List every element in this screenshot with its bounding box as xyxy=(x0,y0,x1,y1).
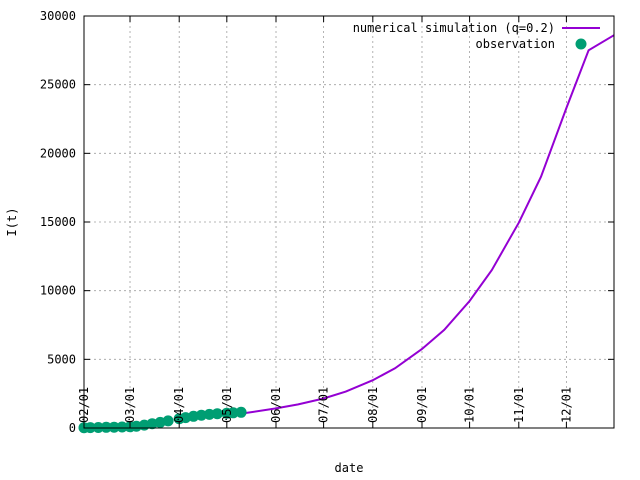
legend-label: observation xyxy=(476,37,555,51)
legend-label: numerical simulation (q=0.2) xyxy=(353,21,555,35)
observation-point xyxy=(108,421,120,433)
x-tick-label: 06/01 xyxy=(269,387,283,423)
observation-point xyxy=(116,421,128,433)
y-tick-label: 0 xyxy=(69,421,76,435)
x-tick-label: 11/01 xyxy=(512,387,526,423)
observation-point xyxy=(211,408,223,420)
observation-point xyxy=(100,421,112,433)
observation-point xyxy=(162,415,174,427)
x-axis-label: date xyxy=(335,461,364,475)
grid xyxy=(84,16,614,428)
x-tick-label: 08/01 xyxy=(366,387,380,423)
x-tick-label: 04/01 xyxy=(172,387,186,423)
x-tick-label: 09/01 xyxy=(415,387,429,423)
observation-point xyxy=(203,408,215,420)
x-tick-label: 02/01 xyxy=(77,387,91,423)
series-layer xyxy=(78,34,615,434)
observation-point xyxy=(235,406,247,418)
y-tick-label: 30000 xyxy=(40,9,76,23)
y-axis-ticks: 0 5000 10000 15000 20000 25000 30000 xyxy=(40,9,614,435)
series-line-simulation xyxy=(226,34,615,417)
y-axis-label: I(t) xyxy=(5,208,19,237)
observation-point xyxy=(227,407,239,419)
y-tick-label: 15000 xyxy=(40,215,76,229)
observation-point xyxy=(195,409,207,421)
y-tick-label: 25000 xyxy=(40,78,76,92)
y-tick-label: 5000 xyxy=(47,352,76,366)
x-tick-label: 03/01 xyxy=(123,387,137,423)
legend: numerical simulation (q=0.2) observation xyxy=(353,21,600,51)
x-tick-label: 05/01 xyxy=(220,387,234,423)
legend-swatch-point xyxy=(575,38,587,50)
y-tick-label: 20000 xyxy=(40,146,76,160)
y-tick-label: 10000 xyxy=(40,284,76,298)
x-axis-ticks: 02/01 03/01 04/01 05/01 06/01 07/01 08/01 09/01… xyxy=(77,16,573,428)
x-tick-label: 07/01 xyxy=(317,387,331,423)
x-tick-label: 10/01 xyxy=(463,387,477,423)
x-tick-label: 12/01 xyxy=(559,387,573,423)
